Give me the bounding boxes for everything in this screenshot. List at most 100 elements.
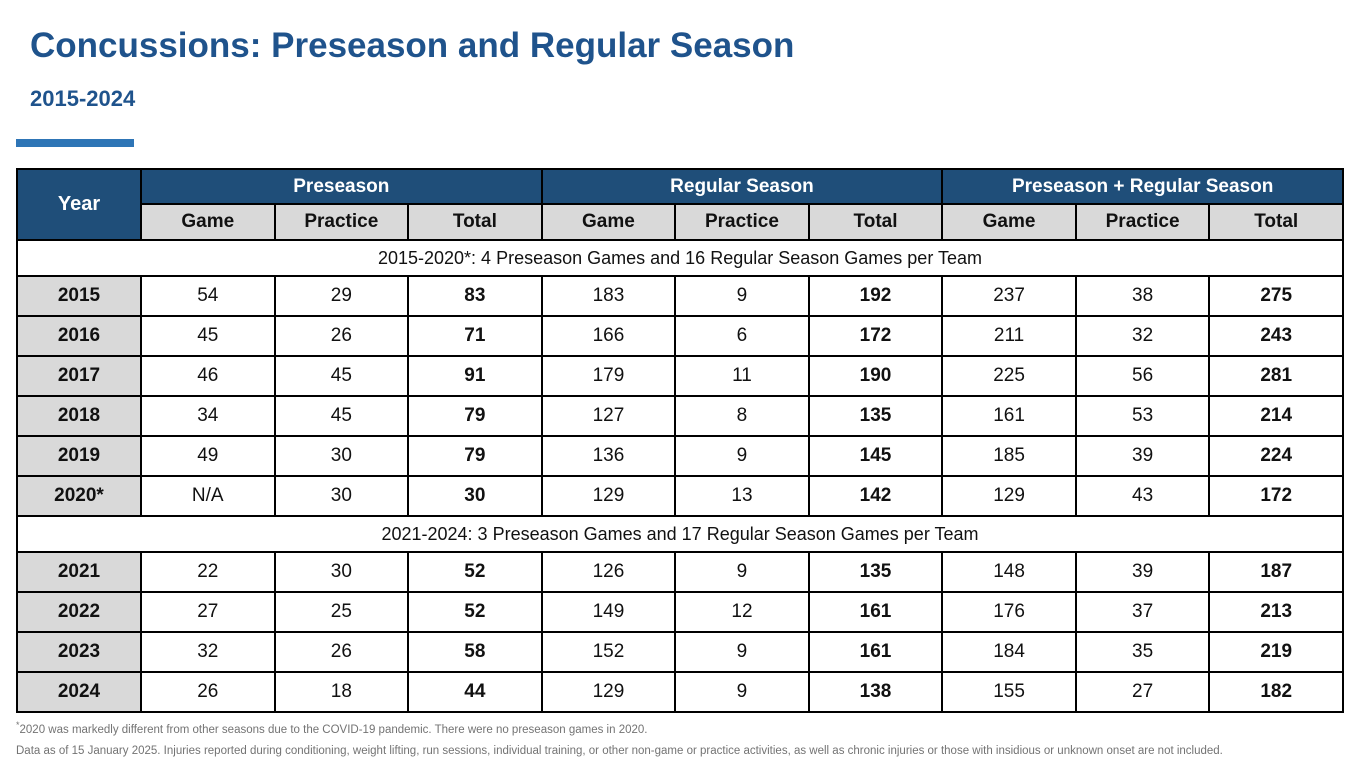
value-cell: 38 bbox=[1074, 275, 1211, 317]
value-cell: 32 bbox=[1074, 315, 1211, 357]
value-cell: 30 bbox=[273, 551, 410, 593]
value-cell: 54 bbox=[140, 275, 276, 317]
value-cell: 129 bbox=[540, 475, 677, 517]
value-cell: 9 bbox=[674, 631, 810, 673]
value-cell: 49 bbox=[140, 435, 276, 477]
year-header: Year bbox=[16, 168, 142, 241]
total-cell: 83 bbox=[407, 275, 543, 317]
year-cell: 2016 bbox=[16, 315, 142, 357]
footnotes: *2020 was markedly different from other … bbox=[16, 718, 1346, 760]
total-cell: 52 bbox=[407, 551, 543, 593]
group-header-regular-season: Regular Season bbox=[540, 168, 944, 205]
total-cell: 275 bbox=[1208, 275, 1344, 317]
value-cell: 53 bbox=[1074, 395, 1211, 437]
sub-header-game: Game bbox=[140, 203, 276, 241]
total-cell: 58 bbox=[407, 631, 543, 673]
total-cell: 172 bbox=[807, 315, 944, 357]
value-cell: 136 bbox=[540, 435, 677, 477]
value-cell: 26 bbox=[273, 631, 410, 673]
sub-header-total: Total bbox=[1208, 203, 1344, 241]
total-cell: 243 bbox=[1208, 315, 1344, 357]
value-cell: 32 bbox=[140, 631, 276, 673]
value-cell: 127 bbox=[540, 395, 677, 437]
sub-header-practice: Practice bbox=[1074, 203, 1211, 241]
year-cell: 2023 bbox=[16, 631, 142, 673]
group-header-preseason-plus-regular: Preseason + Regular Season bbox=[941, 168, 1344, 205]
table-row: 2019 49 30 79 136 9 145 185 39 224 bbox=[16, 435, 1344, 477]
section-note-row: 2021-2024: 3 Preseason Games and 17 Regu… bbox=[16, 515, 1344, 553]
total-cell: 135 bbox=[807, 395, 944, 437]
value-cell: 185 bbox=[941, 435, 1077, 477]
table-row: 2016 45 26 71 166 6 172 211 32 243 bbox=[16, 315, 1344, 357]
value-cell: 237 bbox=[941, 275, 1077, 317]
year-cell: 2022 bbox=[16, 591, 142, 633]
table-body: 2015-2020*: 4 Preseason Games and 16 Reg… bbox=[16, 239, 1344, 713]
total-cell: 71 bbox=[407, 315, 543, 357]
total-cell: 213 bbox=[1208, 591, 1344, 633]
value-cell: N/A bbox=[140, 475, 276, 517]
value-cell: 183 bbox=[540, 275, 677, 317]
sub-header-game: Game bbox=[941, 203, 1077, 241]
total-cell: 142 bbox=[807, 475, 944, 517]
table-row: 2022 27 25 52 149 12 161 176 37 213 bbox=[16, 591, 1344, 633]
value-cell: 29 bbox=[273, 275, 410, 317]
total-cell: 281 bbox=[1208, 355, 1344, 397]
value-cell: 46 bbox=[140, 355, 276, 397]
year-cell: 2018 bbox=[16, 395, 142, 437]
value-cell: 179 bbox=[540, 355, 677, 397]
year-cell: 2021 bbox=[16, 551, 142, 593]
page-title: Concussions: Preseason and Regular Seaso… bbox=[30, 26, 795, 65]
value-cell: 22 bbox=[140, 551, 276, 593]
year-cell: 2019 bbox=[16, 435, 142, 477]
value-cell: 18 bbox=[273, 671, 410, 713]
value-cell: 129 bbox=[941, 475, 1077, 517]
value-cell: 155 bbox=[941, 671, 1077, 713]
footnote-data-as-of: Data as of 15 January 2025. Injuries rep… bbox=[16, 739, 1346, 760]
value-cell: 149 bbox=[540, 591, 677, 633]
total-cell: 79 bbox=[407, 395, 543, 437]
total-cell: 214 bbox=[1208, 395, 1344, 437]
value-cell: 56 bbox=[1074, 355, 1211, 397]
value-cell: 45 bbox=[140, 315, 276, 357]
value-cell: 43 bbox=[1074, 475, 1211, 517]
total-cell: 182 bbox=[1208, 671, 1344, 713]
value-cell: 211 bbox=[941, 315, 1077, 357]
value-cell: 166 bbox=[540, 315, 677, 357]
value-cell: 26 bbox=[140, 671, 276, 713]
value-cell: 37 bbox=[1074, 591, 1211, 633]
concussions-table-wrap: Year Preseason Regular Season Preseason … bbox=[16, 168, 1344, 713]
year-cell: 2020* bbox=[16, 475, 142, 517]
value-cell: 6 bbox=[674, 315, 810, 357]
total-cell: 145 bbox=[807, 435, 944, 477]
value-cell: 161 bbox=[941, 395, 1077, 437]
group-header-preseason: Preseason bbox=[140, 168, 543, 205]
table-row: 2020* N/A 30 30 129 13 142 129 43 172 bbox=[16, 475, 1344, 517]
total-cell: 161 bbox=[807, 591, 944, 633]
total-cell: 138 bbox=[807, 671, 944, 713]
value-cell: 30 bbox=[273, 475, 410, 517]
sub-header-practice: Practice bbox=[273, 203, 410, 241]
value-cell: 26 bbox=[273, 315, 410, 357]
value-cell: 39 bbox=[1074, 435, 1211, 477]
total-cell: 30 bbox=[407, 475, 543, 517]
value-cell: 27 bbox=[1074, 671, 1211, 713]
sub-header-total: Total bbox=[407, 203, 543, 241]
table-row: 2024 26 18 44 129 9 138 155 27 182 bbox=[16, 671, 1344, 713]
value-cell: 152 bbox=[540, 631, 677, 673]
total-cell: 161 bbox=[807, 631, 944, 673]
section-note: 2015-2020*: 4 Preseason Games and 16 Reg… bbox=[16, 239, 1344, 277]
value-cell: 176 bbox=[941, 591, 1077, 633]
section-note: 2021-2024: 3 Preseason Games and 17 Regu… bbox=[16, 515, 1344, 553]
value-cell: 126 bbox=[540, 551, 677, 593]
total-cell: 52 bbox=[407, 591, 543, 633]
value-cell: 13 bbox=[674, 475, 810, 517]
total-cell: 219 bbox=[1208, 631, 1344, 673]
sub-header-practice: Practice bbox=[674, 203, 810, 241]
value-cell: 45 bbox=[273, 355, 410, 397]
total-cell: 135 bbox=[807, 551, 944, 593]
sub-header-row: Game Practice Total Game Practice Total … bbox=[17, 203, 1344, 241]
value-cell: 148 bbox=[941, 551, 1077, 593]
value-cell: 30 bbox=[273, 435, 410, 477]
footnote-text: 2020 was markedly different from other s… bbox=[19, 723, 648, 736]
